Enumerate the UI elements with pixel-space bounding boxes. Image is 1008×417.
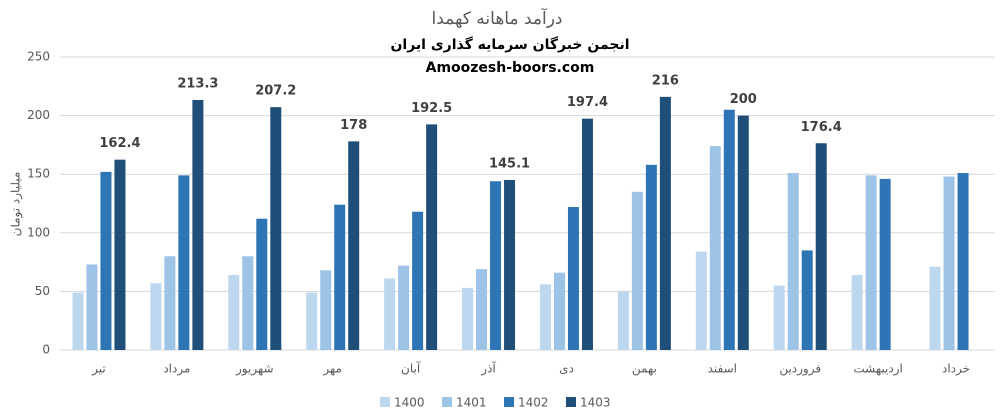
bar [270, 107, 282, 351]
bar [384, 278, 396, 350]
bar [801, 250, 813, 350]
data-label: 200 [730, 92, 757, 107]
x-tick-label: مهر [322, 362, 342, 377]
legend-label: 1400 [394, 396, 425, 410]
x-tick-label: دی [559, 362, 574, 376]
bar [539, 284, 551, 350]
annotation: Amoozesh-boors.com [426, 60, 595, 76]
x-tick-label: آبان [401, 361, 421, 376]
bar [228, 274, 240, 350]
y-tick-label: 250 [27, 50, 50, 64]
data-label: 213.3 [177, 77, 218, 92]
bar [462, 287, 474, 350]
legend-label: 1402 [518, 396, 549, 410]
legend-swatch [442, 397, 452, 407]
x-tick-label: شهریور [235, 362, 274, 377]
chart-subtitle: انجمن خبرگان سرمایه گذاری ایران [390, 36, 629, 53]
legend-swatch [566, 397, 576, 407]
x-tick-label: اسفند [708, 362, 737, 376]
bar [879, 178, 891, 350]
bar [100, 171, 112, 350]
bar [645, 164, 657, 350]
bar [320, 270, 332, 350]
bar [815, 143, 827, 350]
x-tick-label: تیر [91, 362, 106, 377]
y-tick-label: 0 [42, 343, 50, 357]
bar [504, 179, 516, 350]
bar [659, 96, 671, 351]
bar [943, 176, 955, 350]
bar [773, 285, 785, 350]
data-label: 145.1 [489, 156, 530, 171]
bar [617, 291, 629, 350]
bar [631, 191, 643, 350]
legend-swatch [380, 397, 390, 407]
data-label: 178 [340, 118, 367, 133]
y-axis-label: میلیارد تومان [9, 172, 24, 237]
bar [553, 272, 565, 350]
bar [256, 218, 268, 350]
x-tick-label: خرداد [942, 362, 970, 377]
data-label: 162.4 [99, 136, 140, 151]
bar [192, 100, 204, 351]
x-tick-label: آذر [480, 361, 496, 377]
y-tick-label: 50 [35, 284, 50, 298]
y-tick-label: 100 [27, 225, 50, 239]
bar [929, 266, 941, 350]
bar [150, 283, 162, 350]
y-tick-label: 150 [27, 167, 50, 181]
bar [398, 265, 410, 350]
bar [476, 269, 488, 350]
bar [164, 256, 176, 350]
bar [490, 181, 502, 350]
bar [114, 159, 126, 350]
bar [567, 207, 579, 350]
bar [306, 292, 318, 350]
bar [723, 109, 735, 351]
bar [851, 274, 863, 350]
x-tick-label: فروردین [779, 362, 821, 377]
x-tick-label: مرداد [163, 362, 190, 377]
x-tick-label: بهمن [632, 362, 657, 377]
legend-label: 1401 [456, 396, 487, 410]
bar [426, 124, 438, 350]
bar [72, 292, 84, 350]
bar [957, 173, 969, 350]
legend-label: 1403 [580, 396, 611, 410]
data-label: 176.4 [801, 120, 842, 135]
data-label: 216 [652, 73, 679, 88]
bar [178, 175, 190, 350]
data-label: 192.5 [411, 101, 452, 116]
bar [581, 118, 593, 350]
bar [86, 264, 98, 350]
y-tick-label: 200 [27, 108, 50, 122]
data-label: 197.4 [567, 95, 608, 110]
bar [865, 175, 877, 350]
bar [334, 204, 346, 350]
bar [242, 256, 254, 350]
bar [412, 211, 424, 350]
chart-title: درآمد ماهانه کهمدا [431, 7, 562, 29]
bar [695, 251, 707, 350]
data-label: 207.2 [255, 84, 296, 99]
x-tick-label: اردیبهشت [853, 362, 902, 377]
bar [348, 141, 360, 350]
bar [737, 115, 749, 350]
bar [787, 173, 799, 350]
legend-swatch [504, 397, 514, 407]
bar [709, 146, 721, 350]
